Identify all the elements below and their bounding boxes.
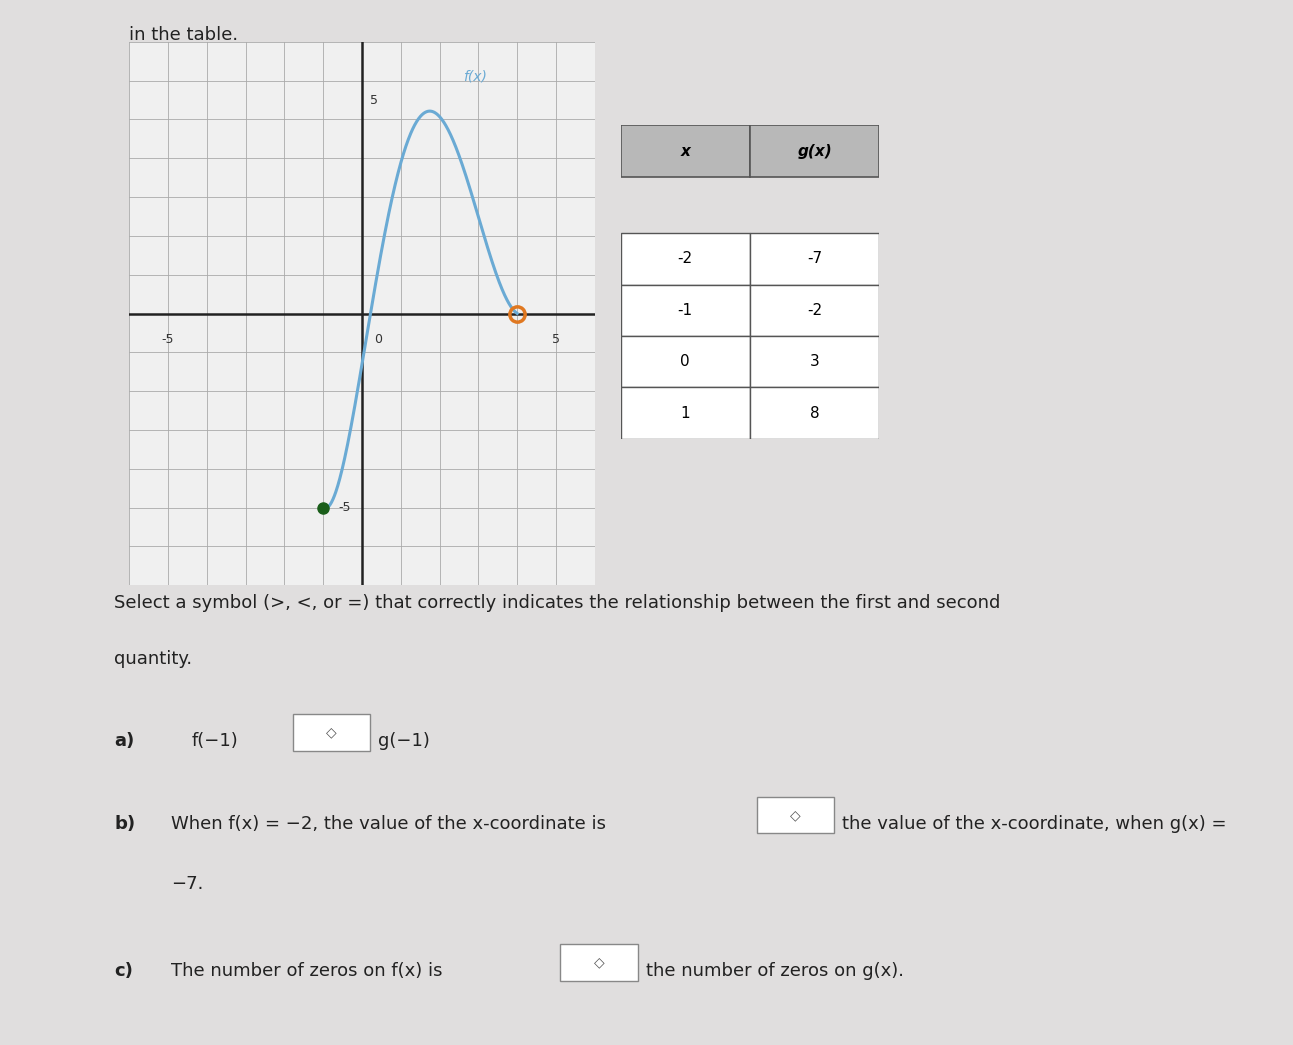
Text: the number of zeros on g(x).: the number of zeros on g(x). <box>646 962 904 980</box>
Text: ◇: ◇ <box>593 955 604 969</box>
Text: the value of the x-coordinate, when g(x) =: the value of the x-coordinate, when g(x)… <box>842 815 1227 833</box>
Text: -2: -2 <box>678 252 693 266</box>
Text: 1: 1 <box>680 405 690 421</box>
FancyBboxPatch shape <box>292 714 370 750</box>
Text: a): a) <box>114 733 134 750</box>
Bar <box>621 233 750 284</box>
Text: ◇: ◇ <box>326 725 336 739</box>
Text: f(−1): f(−1) <box>191 733 238 750</box>
Text: x: x <box>680 143 690 159</box>
Text: −7.: −7. <box>172 875 204 892</box>
Text: g(x): g(x) <box>798 143 831 159</box>
Text: -1: -1 <box>678 303 693 318</box>
Text: 0: 0 <box>680 354 690 369</box>
Text: Select a symbol (>, <, or =) that correctly indicates the relationship between t: Select a symbol (>, <, or =) that correc… <box>114 595 1001 612</box>
Text: ◇: ◇ <box>790 808 800 822</box>
FancyBboxPatch shape <box>560 944 637 980</box>
Bar <box>750 125 879 177</box>
Bar <box>621 336 750 388</box>
Text: -5: -5 <box>337 501 350 514</box>
Text: g(−1): g(−1) <box>379 733 431 750</box>
Text: quantity.: quantity. <box>114 650 193 668</box>
Text: f(x): f(x) <box>463 70 486 84</box>
Text: 5: 5 <box>552 333 560 346</box>
Text: -2: -2 <box>807 303 822 318</box>
Text: When f(x) = −2, the value of the x-coordinate is: When f(x) = −2, the value of the x-coord… <box>172 815 606 833</box>
Text: 5: 5 <box>370 93 378 107</box>
Bar <box>621 388 750 439</box>
Bar <box>750 336 879 388</box>
Bar <box>621 125 750 177</box>
Text: c): c) <box>114 962 133 980</box>
Text: The number of zeros on f(x) is: The number of zeros on f(x) is <box>172 962 443 980</box>
Text: in the table.: in the table. <box>129 26 238 44</box>
Text: b): b) <box>114 815 136 833</box>
Text: 8: 8 <box>809 405 820 421</box>
Text: 3: 3 <box>809 354 820 369</box>
Text: -7: -7 <box>807 252 822 266</box>
Bar <box>750 388 879 439</box>
Text: -5: -5 <box>162 333 175 346</box>
FancyBboxPatch shape <box>756 796 834 834</box>
Text: 0: 0 <box>374 333 381 346</box>
Bar <box>621 284 750 336</box>
Bar <box>750 233 879 284</box>
Bar <box>750 284 879 336</box>
